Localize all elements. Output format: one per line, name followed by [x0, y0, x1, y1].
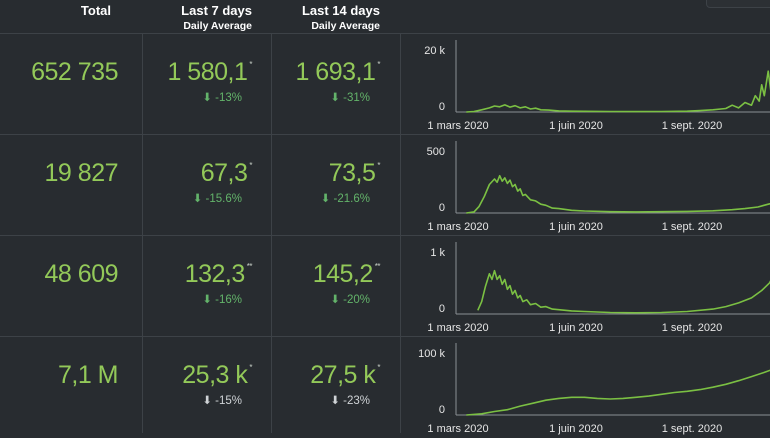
x-tick-label: 1 mars 2020	[427, 221, 488, 233]
footnote-mark: *	[249, 161, 252, 170]
avg-7-days: 132,3 **	[184, 260, 253, 289]
x-tick-label: 1 sept. 2020	[662, 221, 723, 233]
x-tick-label: 1 juin 2020	[549, 221, 603, 233]
table-header: Total Last 7 days Daily Average Last 14 …	[0, 0, 770, 33]
avg-14-value: 73,5	[328, 159, 376, 187]
x-tick-label: 1 mars 2020	[427, 120, 488, 132]
col-last14-subtitle: Daily Average	[311, 20, 380, 32]
avg-7-days: 25,3 k *	[182, 361, 252, 390]
avg-14-days: 73,5 *	[328, 159, 381, 188]
chart-svg: 500 0 1 mars 2020 1 juin 2020 1 sept. 2020	[427, 141, 770, 233]
y-tick-label: 0	[439, 202, 445, 214]
total-value: 7,1 M	[57, 361, 119, 389]
table-row: 7,1 M 27,5 k * 25,3 k * ⬇ -15% ⬇ -23% 100 …	[0, 336, 770, 438]
column-divider	[400, 33, 401, 433]
footnote-mark: *	[377, 161, 380, 170]
column-divider	[142, 33, 143, 433]
col-last14-header: Last 14 days Daily Average	[302, 2, 380, 33]
avg-7-value: 132,3	[184, 260, 246, 288]
chart-svg: 20 k 0 1 mars 2020 1 juin 2020 1 sept. 2020	[424, 40, 770, 132]
change-7-days: ⬇ -15%	[202, 395, 242, 407]
total-value: 48 609	[44, 260, 119, 288]
avg-14-value: 1 693,1	[295, 58, 376, 86]
avg-14-days: 145,2 **	[312, 260, 381, 289]
y-tick-label: 100 k	[418, 348, 445, 360]
corner-menu-button[interactable]	[706, 0, 770, 8]
col-last7-subtitle: Daily Average	[183, 20, 252, 32]
col-last7-title: Last 7 days	[181, 3, 252, 18]
table-row: 19 827 73,5 * 67,3 * ⬇ -15.6% ⬇ -21.6% 500…	[0, 134, 770, 236]
x-tick-label: 1 mars 2020	[427, 423, 488, 435]
trend-chart[interactable]: 500 0 1 mars 2020 1 juin 2020 1 sept. 2020	[400, 135, 770, 236]
change-7-days: ⬇ -15.6%	[192, 193, 242, 205]
avg-7-value: 1 580,1	[167, 58, 248, 86]
change-14-days: ⬇ -20%	[330, 294, 370, 306]
col-last7-header: Last 7 days Daily Average	[181, 2, 252, 33]
change-7-days: ⬇ -13%	[202, 92, 242, 104]
total-value: 652 735	[31, 58, 118, 86]
x-tick-label: 1 sept. 2020	[662, 120, 723, 132]
y-tick-label: 500	[427, 146, 445, 158]
footnote-mark: **	[246, 262, 253, 271]
col-total-header: Total	[81, 2, 111, 19]
chart-svg: 1 k 0 1 mars 2020 1 juin 2020 1 sept. 2020	[427, 242, 770, 334]
x-tick-label: 1 sept. 2020	[662, 322, 723, 334]
avg-14-value: 145,2	[312, 260, 374, 288]
x-tick-label: 1 juin 2020	[549, 120, 603, 132]
col-last14-title: Last 14 days	[301, 3, 380, 18]
col-total-title: Total	[80, 3, 111, 18]
column-divider	[271, 33, 272, 433]
table-row: 652 735 1 693,1 * 1 580,1 * ⬇ -13% ⬇ -31% …	[0, 33, 770, 135]
y-tick-label: 0	[439, 303, 445, 315]
change-7-days: ⬇ -16%	[202, 294, 242, 306]
change-14-days: ⬇ -21.6%	[320, 193, 370, 205]
trend-chart[interactable]: 100 k 0 1 mars 2020 1 juin 2020 1 sept. 2020	[400, 337, 770, 438]
avg-14-days: 27,5 k *	[310, 361, 380, 390]
avg-7-days: 1 580,1 *	[167, 58, 252, 87]
footnote-mark: *	[377, 60, 380, 69]
change-14-days: ⬇ -23%	[330, 395, 370, 407]
chart-svg: 100 k 0 1 mars 2020 1 juin 2020 1 sept. 2020	[418, 343, 770, 435]
avg-7-value: 25,3 k	[182, 361, 248, 389]
x-tick-label: 1 mars 2020	[427, 322, 488, 334]
avg-14-value: 27,5 k	[310, 361, 376, 389]
y-tick-label: 1 k	[430, 247, 445, 259]
series-line	[466, 174, 770, 214]
avg-7-value: 67,3	[200, 159, 248, 187]
change-14-days: ⬇ -31%	[330, 92, 370, 104]
y-tick-label: 0	[439, 101, 445, 113]
footnote-mark: *	[249, 60, 252, 69]
series-line	[477, 269, 770, 314]
avg-7-days: 67,3 *	[200, 159, 253, 188]
x-tick-label: 1 juin 2020	[549, 322, 603, 334]
footnote-mark: **	[374, 262, 381, 271]
table-row: 48 609 145,2 ** 132,3 ** ⬇ -16% ⬇ -20% 1 k…	[0, 235, 770, 337]
total-value: 19 827	[44, 159, 119, 187]
footnote-mark: *	[249, 363, 252, 372]
series-line	[466, 369, 770, 416]
trend-chart[interactable]: 20 k 0 1 mars 2020 1 juin 2020 1 sept. 2020	[400, 34, 770, 135]
trend-chart[interactable]: 1 k 0 1 mars 2020 1 juin 2020 1 sept. 2020	[400, 236, 770, 337]
x-tick-label: 1 sept. 2020	[662, 423, 723, 435]
y-tick-label: 0	[439, 404, 445, 416]
avg-14-days: 1 693,1 *	[295, 58, 380, 87]
y-tick-label: 20 k	[424, 45, 445, 57]
series-line	[466, 70, 770, 113]
x-tick-label: 1 juin 2020	[549, 423, 603, 435]
footnote-mark: *	[377, 363, 380, 372]
